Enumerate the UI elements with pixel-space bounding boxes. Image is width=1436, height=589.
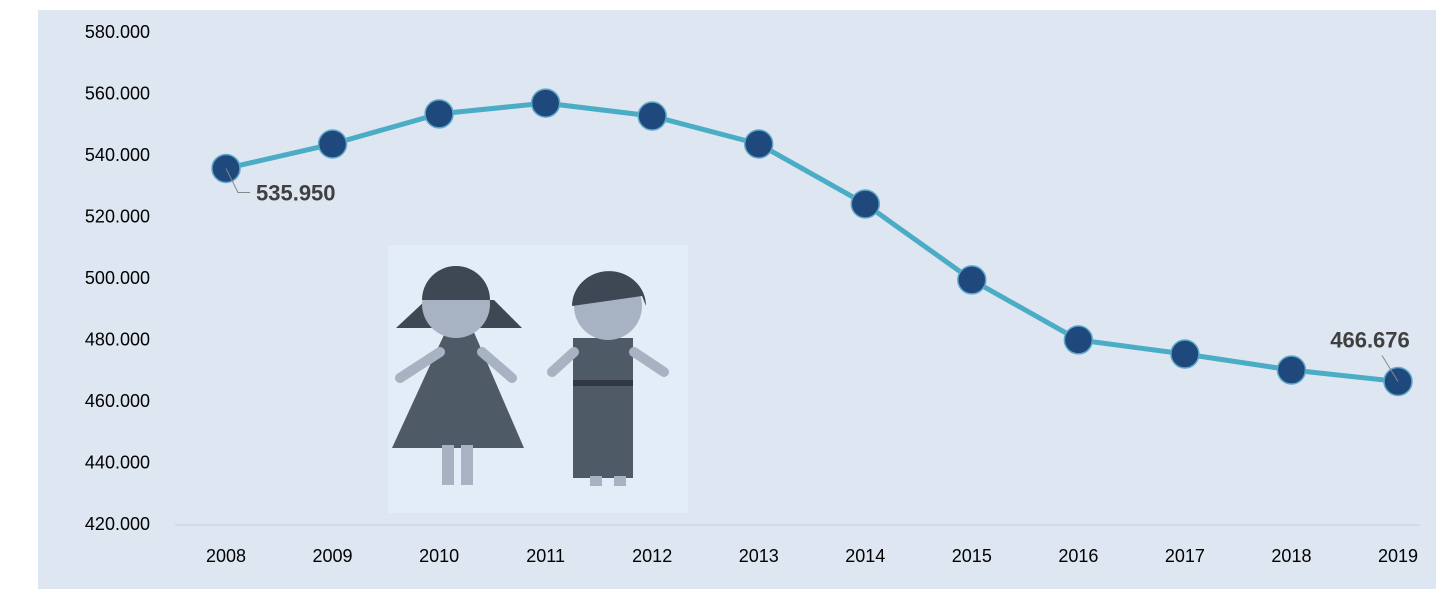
chart-background — [38, 10, 1436, 589]
illustration — [388, 245, 688, 513]
x-tick-label: 2018 — [1271, 546, 1311, 566]
y-tick-label: 460.000 — [85, 391, 150, 411]
y-tick-label: 420.000 — [85, 514, 150, 534]
marker — [850, 189, 881, 219]
x-tick-label: 2011 — [526, 546, 565, 566]
x-tick-label: 2008 — [206, 546, 246, 566]
y-tick-label: 480.000 — [85, 329, 150, 349]
y-tick-label: 540.000 — [85, 145, 150, 165]
y-tick-label: 580.000 — [85, 22, 150, 42]
leader-line — [225, 168, 250, 193]
marker — [424, 99, 454, 129]
marker — [743, 129, 774, 159]
x-tick-label: 2013 — [739, 546, 779, 566]
x-tick-label: 2014 — [845, 546, 885, 566]
y-tick-label: 500.000 — [85, 268, 150, 288]
marker — [1170, 339, 1200, 369]
marker — [637, 101, 667, 131]
data-label: 535.950 — [256, 180, 336, 205]
marker — [1276, 355, 1307, 385]
marker — [317, 129, 348, 159]
x-tick-label: 2010 — [419, 546, 459, 566]
x-tick-label: 2009 — [313, 546, 353, 566]
y-tick-label: 560.000 — [85, 83, 150, 103]
marker — [1063, 325, 1094, 355]
marker — [957, 265, 987, 295]
marker — [530, 88, 561, 118]
x-tick-label: 2017 — [1165, 546, 1205, 566]
y-tick-label: 520.000 — [85, 206, 150, 226]
leader-line — [1381, 355, 1399, 382]
x-tick-label: 2019 — [1378, 546, 1418, 566]
x-tick-label: 2012 — [632, 546, 672, 566]
data-label: 466.676 — [1330, 327, 1410, 352]
x-tick-label: 2016 — [1058, 546, 1098, 566]
y-tick-label: 440.000 — [85, 452, 150, 472]
x-tick-label: 2015 — [952, 546, 992, 566]
line — [225, 100, 1399, 384]
